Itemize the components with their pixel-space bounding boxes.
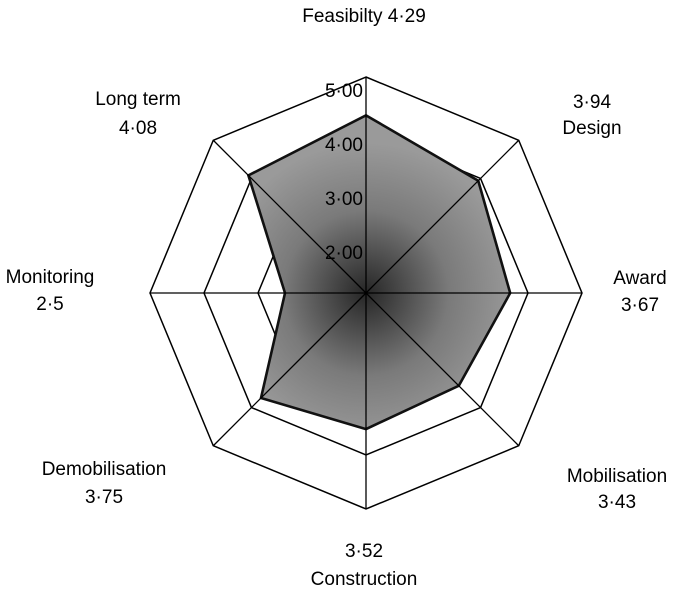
axis-label-mobilisation: Mobilisation 3·43 — [567, 466, 667, 513]
axis-label-feasibilty: Feasibilty 4·29 — [302, 6, 426, 27]
tick-label: 5·00 — [325, 81, 363, 102]
spoke-4 — [365, 292, 520, 447]
axis-label-design: 3·94 Design — [562, 92, 621, 139]
area-layer — [246, 113, 512, 431]
tick-label: 2·00 — [325, 243, 363, 264]
label-layer: Feasibilty 4·29 3·94 Design Award 3·67 Mobili… — [6, 6, 668, 590]
tick-layer: 2·00 3·00 4·00 5·00 — [325, 81, 363, 264]
axis-label-long-term: Long term 4·08 — [95, 89, 181, 139]
tick-label: 4·00 — [325, 135, 363, 156]
spoke-6 — [212, 292, 367, 447]
spoke-layer — [150, 77, 582, 509]
spoke-2 — [365, 139, 520, 294]
axis-label-award: Award 3·67 — [613, 268, 667, 316]
axis-label-monitoring: Monitoring 2·5 — [6, 267, 95, 315]
spoke-8 — [212, 139, 367, 294]
data-area — [246, 113, 512, 431]
tick-label: 3·00 — [325, 189, 363, 210]
axis-label-construction: 3·52 Construction — [311, 541, 418, 590]
axis-label-demobilisation: Demobilisation 3·75 — [42, 459, 167, 508]
